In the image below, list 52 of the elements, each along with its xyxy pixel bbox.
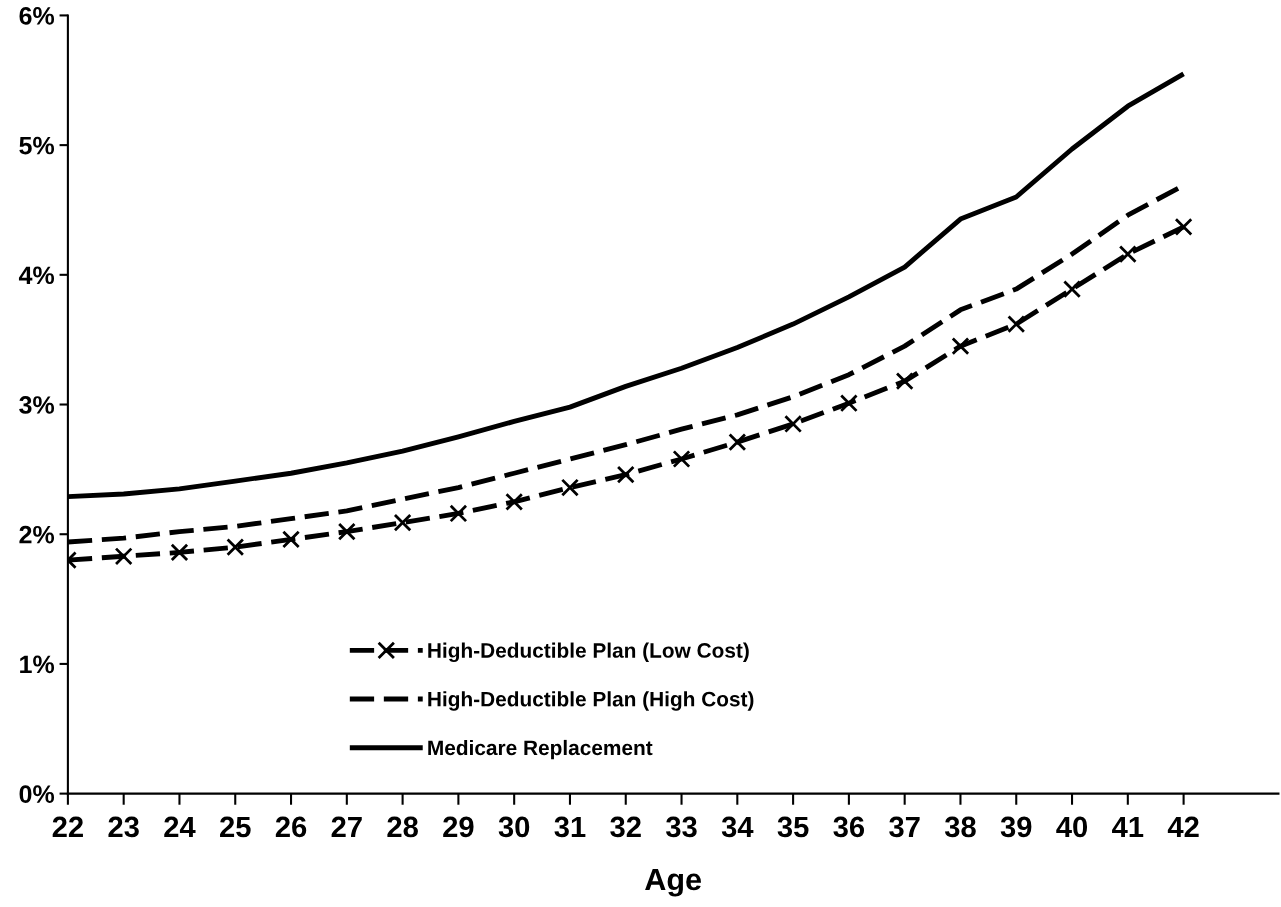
point [1063,280,1082,299]
x-tick-label: 30 [498,816,530,838]
x-tick-label: 31 [554,816,586,838]
point [728,433,747,452]
y-tick-label: 0% [19,785,55,803]
point [560,478,579,497]
x-tick-label: 29 [443,816,474,838]
point [114,547,133,566]
x-tick-label: 39 [1000,816,1032,838]
point [616,465,635,484]
x-tick-label: 35 [777,816,809,838]
x-tick-label: 23 [108,816,139,838]
x-tick-label: 24 [164,816,196,837]
point [226,538,245,557]
point [951,337,970,356]
y-tick-label: 6% [19,7,55,25]
point [839,394,858,413]
point [1007,315,1026,334]
legend-label: High-Deductible Plan (Low Cost) [428,642,749,663]
x-tick-label: 32 [610,816,641,838]
x-tick-label: 28 [387,816,418,838]
x-tick-label: 38 [944,816,976,838]
y-tick-label: 5% [19,136,55,155]
y-tick-label: 4% [18,266,55,285]
point [895,372,914,391]
y-tick-label: 1% [20,655,55,674]
point [170,543,189,562]
y-tick-label: 2% [19,525,55,544]
x-tick-label: 26 [275,816,307,838]
legend-label: Medicare Replacement [428,739,653,760]
x-tick-label: 25 [220,816,251,838]
point [337,522,356,541]
x-tick-label: 42 [1167,816,1199,837]
x-axis-title: Age [645,869,701,897]
x-tick-label: 36 [833,816,865,838]
point [672,449,691,469]
x-tick-label: 33 [665,816,697,838]
x-tick-label: 40 [1056,816,1088,838]
point [505,492,524,511]
x-tick-label: 34 [721,816,754,838]
point [449,504,468,523]
point [282,530,301,549]
point [1118,245,1137,264]
point [1174,217,1193,236]
x-tick-label: 27 [331,816,362,837]
point [784,414,803,434]
legend-label: High-Deductible Plan (High Cost) [428,691,754,711]
x-tick-label: 41 [1112,816,1144,837]
point [393,513,412,532]
x-tick-label: 22 [52,816,83,837]
y-tick-label: 3% [19,396,55,414]
x-tick-label: 37 [889,816,920,838]
